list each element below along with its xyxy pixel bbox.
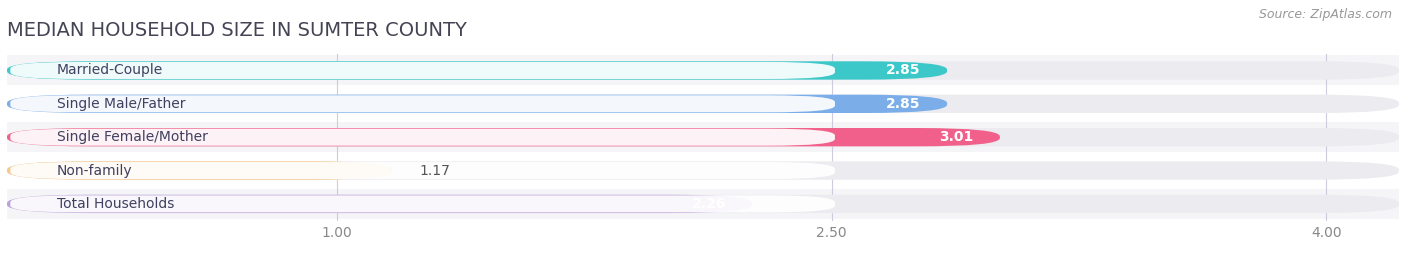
FancyBboxPatch shape — [7, 95, 1399, 113]
FancyBboxPatch shape — [7, 195, 1399, 213]
FancyBboxPatch shape — [7, 189, 1399, 219]
FancyBboxPatch shape — [10, 162, 835, 179]
Text: 3.01: 3.01 — [939, 130, 973, 144]
FancyBboxPatch shape — [7, 61, 1399, 80]
FancyBboxPatch shape — [7, 95, 948, 113]
FancyBboxPatch shape — [7, 128, 1000, 146]
Text: 2.85: 2.85 — [886, 63, 921, 77]
Text: Source: ZipAtlas.com: Source: ZipAtlas.com — [1258, 8, 1392, 21]
FancyBboxPatch shape — [10, 95, 835, 112]
Text: Total Households: Total Households — [56, 197, 174, 211]
Text: 2.26: 2.26 — [692, 197, 725, 211]
FancyBboxPatch shape — [10, 62, 835, 79]
FancyBboxPatch shape — [7, 89, 1399, 119]
FancyBboxPatch shape — [7, 61, 948, 80]
FancyBboxPatch shape — [7, 161, 392, 180]
FancyBboxPatch shape — [7, 122, 1399, 152]
FancyBboxPatch shape — [7, 195, 752, 213]
Text: MEDIAN HOUSEHOLD SIZE IN SUMTER COUNTY: MEDIAN HOUSEHOLD SIZE IN SUMTER COUNTY — [7, 22, 467, 40]
Text: Non-family: Non-family — [56, 164, 132, 178]
Text: Single Female/Mother: Single Female/Mother — [56, 130, 207, 144]
FancyBboxPatch shape — [7, 55, 1399, 86]
Text: Single Male/Father: Single Male/Father — [56, 97, 186, 111]
Text: 2.85: 2.85 — [886, 97, 921, 111]
FancyBboxPatch shape — [10, 129, 835, 146]
FancyBboxPatch shape — [10, 195, 835, 213]
Text: 1.17: 1.17 — [419, 164, 450, 178]
Text: Married-Couple: Married-Couple — [56, 63, 163, 77]
FancyBboxPatch shape — [7, 128, 1399, 146]
FancyBboxPatch shape — [7, 155, 1399, 186]
FancyBboxPatch shape — [7, 161, 1399, 180]
